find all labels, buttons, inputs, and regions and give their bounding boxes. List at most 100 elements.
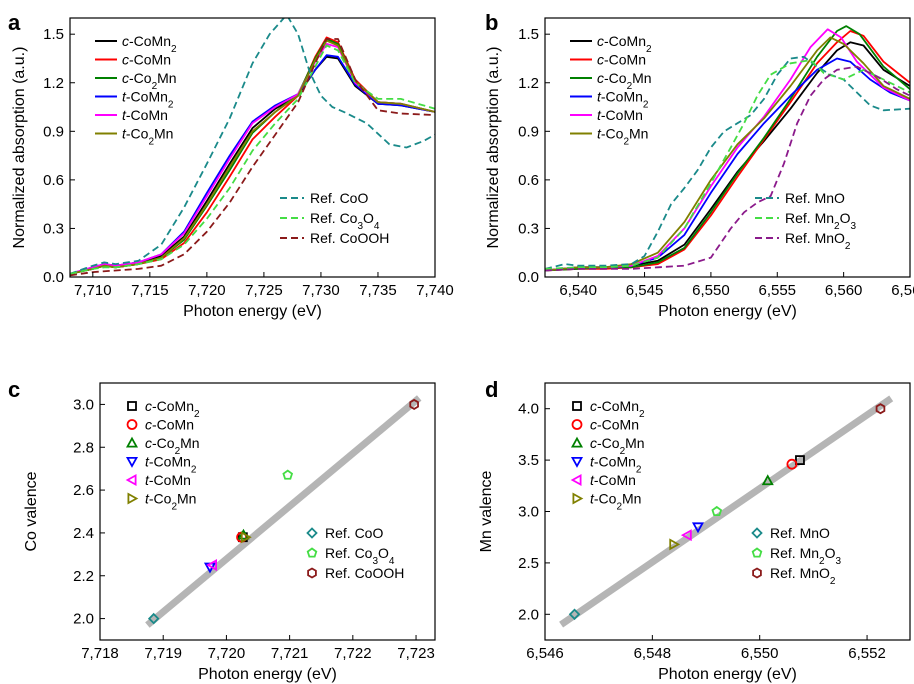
y-tick-label: 0.6: [518, 172, 539, 189]
x-tick-label: 7,719: [144, 645, 182, 662]
label-sub: 3: [835, 556, 841, 567]
label-prefix: c: [590, 398, 597, 414]
label-base: -CoMn: [149, 472, 191, 488]
legend-label: Ref. CoO: [325, 525, 383, 541]
label-sub: 3: [357, 221, 363, 232]
legend-label: Ref. CoOOH: [310, 230, 389, 246]
x-axis-label: Photon energy (eV): [658, 303, 797, 320]
label-base: Ref. CoOOH: [325, 565, 404, 581]
label-base: -CoMn: [149, 454, 191, 470]
label-prefix: c: [145, 398, 152, 414]
y-tick-label: 2.0: [73, 611, 94, 628]
x-tick-label: 6,550: [741, 645, 779, 662]
label-after: Mn: [625, 435, 644, 451]
legend-label: c-CoMn2: [597, 33, 652, 55]
x-tick-label: 6,560: [825, 282, 863, 299]
legend-label: t-Co2Mn: [597, 126, 648, 148]
label-sub: 2: [646, 44, 652, 55]
legend-marker: [571, 419, 583, 430]
label-after: Mn: [629, 126, 648, 142]
x-tick-label: 7,722: [334, 645, 372, 662]
legend-label: Ref. Co3O4: [310, 210, 380, 232]
x-tick-label: 6,546: [526, 645, 564, 662]
series-group: [545, 25, 910, 272]
label-base: -CoMn: [152, 398, 194, 414]
label-after: Mn: [177, 491, 196, 507]
legend-label: t-CoMn: [590, 472, 636, 488]
series-line-7: [70, 44, 435, 275]
data-point-4: [206, 559, 218, 572]
data-point-5: [669, 538, 681, 551]
legend-label: c-Co2Mn: [597, 70, 652, 92]
legend-marker: [751, 527, 763, 539]
label-base: -CoMn: [594, 454, 636, 470]
y-tick-label: 4.0: [518, 401, 539, 418]
x-tick-label: 7,715: [131, 282, 169, 299]
data-point-6: [568, 608, 581, 621]
label-after: Mn: [157, 70, 176, 86]
legend-label: Ref. Mn2O3: [785, 210, 856, 232]
label-base: Ref. Mn: [785, 210, 834, 226]
label-prefix: t: [122, 89, 127, 105]
panel-b: 6,540 6,545 6,550 6,555 6,560 6,565 0.0 0.3 0.6 0…: [485, 10, 914, 320]
label-prefix: c: [590, 435, 597, 451]
label-base: Ref. CoO: [310, 190, 368, 206]
legend-label: c-Co2Mn: [590, 435, 645, 457]
legend: c-CoMn2c-CoMnc-Co2Mnt-CoMn2t-CoMnt-Co2Mn…: [570, 33, 856, 252]
x-tick-label: 7,740: [416, 282, 454, 299]
legend-label: Ref. CoOOH: [325, 565, 404, 581]
legend-marker: [307, 567, 317, 579]
y-tick-label: 0.0: [43, 269, 64, 286]
label-sub: 4: [389, 556, 395, 567]
x-tick-label: 6,555: [758, 282, 796, 299]
y-tick-label: 0.3: [518, 220, 539, 237]
y-tick-label: 0.9: [43, 123, 64, 140]
fit-line: [145, 395, 422, 628]
label-base: -Co: [601, 126, 624, 142]
y-tick-label: 2.5: [518, 555, 539, 572]
legend-marker: [570, 436, 584, 448]
legend: c-CoMn2c-CoMnc-Co2Mnt-CoMn2t-CoMnt-Co2Mn…: [95, 33, 389, 246]
label-base: Ref. MnO: [770, 565, 830, 581]
data-point-8: [409, 398, 419, 410]
x-tick-label: 6,548: [634, 645, 672, 662]
fit-line: [559, 395, 894, 628]
y-tick-label: 1.5: [43, 26, 64, 43]
series-line-8: [545, 65, 910, 272]
plot-frame: [99, 382, 436, 641]
label-base: -CoMn: [597, 417, 639, 433]
y-axis-label: Mn valence: [478, 470, 495, 552]
label-base: -CoMn: [594, 472, 636, 488]
label-prefix: t: [145, 491, 150, 507]
x-axis-label: Photon energy (eV): [658, 666, 797, 683]
label-prefix: t: [597, 89, 602, 105]
panel-c: 7,718 7,719 7,720 7,721 7,722 7,723 2.0 2.2 2.4 2…: [8, 377, 436, 683]
y-tick-label: 2.2: [73, 568, 94, 585]
legend-label: t-Co2Mn: [590, 491, 641, 513]
label-prefix: c: [145, 417, 152, 433]
y-tick-label: 1.2: [518, 75, 539, 92]
label-sub: 2: [171, 44, 177, 55]
legend-label: t-CoMn2: [597, 89, 649, 111]
label-sub: 2: [191, 464, 197, 475]
legend-label: t-Co2Mn: [122, 126, 173, 148]
data-point-6: [147, 612, 160, 625]
data-point-5: [240, 531, 252, 544]
x-tick-label: 6,550: [692, 282, 730, 299]
label-base: -CoMn: [129, 52, 171, 68]
legend-marker: [751, 547, 763, 558]
label-sub: 2: [616, 501, 622, 512]
legend-marker: [306, 527, 318, 539]
x-tick-label: 7,710: [74, 282, 112, 299]
label-base: -CoMn: [597, 398, 639, 414]
panel-letter: a: [8, 10, 21, 35]
label-sub: 2: [148, 136, 154, 147]
x-tick-label: 7,723: [397, 645, 435, 662]
label-base: -Co: [597, 435, 620, 451]
label-sub: 2: [194, 409, 200, 420]
label-sub: 2: [834, 221, 840, 232]
legend-marker: [127, 492, 139, 505]
series-line-6: [70, 18, 435, 275]
label-base: Ref. Co: [310, 210, 358, 226]
panel-a: 7,710 7,715 7,720 7,725 7,730 7,735 7,740 0.0 0.…: [8, 10, 454, 320]
